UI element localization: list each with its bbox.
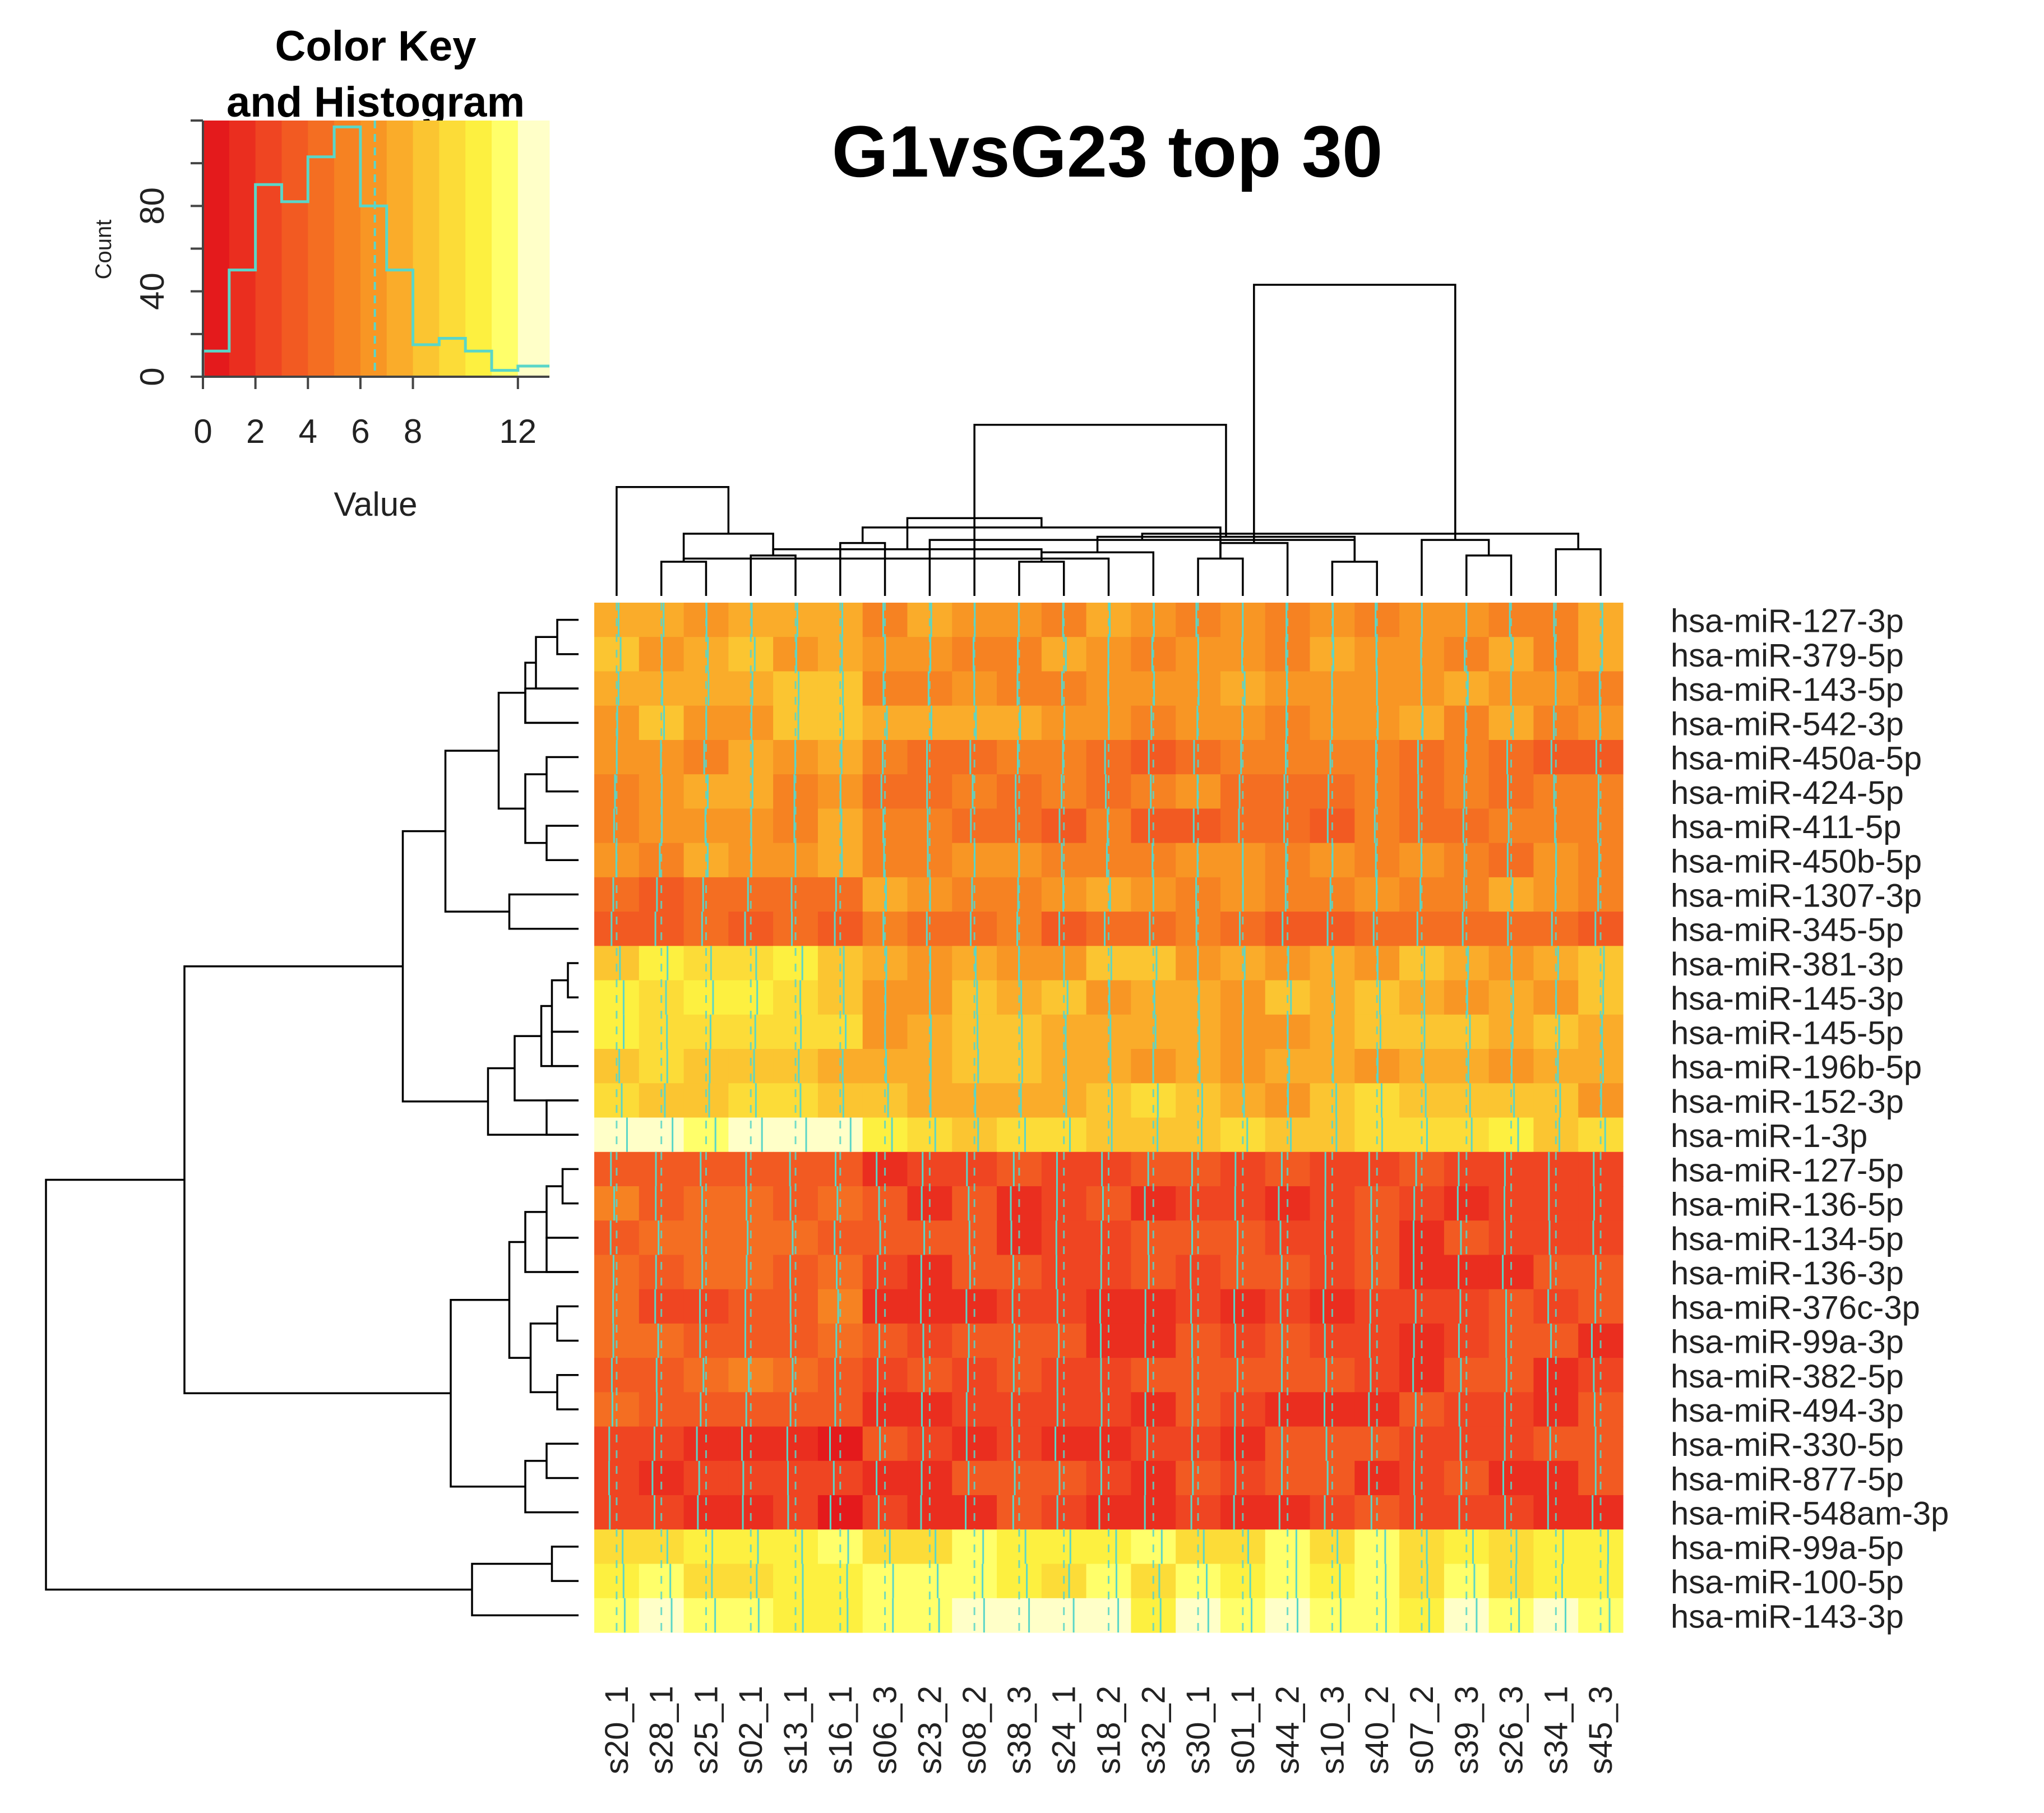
row-label: hsa-miR-376c-3p (1671, 1289, 1920, 1326)
color-key-x-tick-label: 8 (404, 413, 422, 450)
row-label: hsa-miR-494-3p (1671, 1393, 1904, 1429)
column-label: s16_1 (822, 1686, 859, 1774)
color-key-x-tick-label: 12 (499, 413, 537, 450)
color-key-band (465, 121, 492, 377)
color-key-title-line1: Color Key (275, 22, 477, 70)
row-label: hsa-miR-877-5p (1671, 1461, 1904, 1497)
column-dendrogram-branch (1141, 533, 1579, 549)
histogram-line (201, 125, 549, 377)
column-label: s07_2 (1404, 1686, 1440, 1774)
column-label: s30_1 (1180, 1686, 1217, 1774)
color-key-band (439, 121, 466, 377)
row-label: hsa-miR-143-3p (1671, 1598, 1904, 1635)
color-key-y-tick-label: 40 (133, 272, 171, 310)
row-label: hsa-miR-1307-3p (1671, 877, 1922, 914)
color-key-ylabel: Count (91, 220, 116, 280)
row-label: hsa-miR-127-3p (1671, 603, 1904, 640)
row-label: hsa-miR-450a-5p (1671, 741, 1922, 777)
trace-lines (608, 603, 1611, 1632)
color-key-xlabel: Value (334, 485, 417, 523)
color-key-band (492, 121, 519, 377)
row-label: hsa-miR-542-3p (1671, 706, 1904, 742)
row-label: hsa-miR-99a-3p (1671, 1324, 1904, 1361)
color-key-y-tick-label: 0 (133, 367, 171, 386)
color-key-band (255, 121, 282, 377)
column-label: s23_2 (912, 1686, 948, 1774)
color-key-band (203, 121, 230, 377)
row-label: hsa-miR-382-5p (1671, 1358, 1904, 1395)
row-label: hsa-miR-100-5p (1671, 1564, 1904, 1601)
row-label: hsa-miR-411-5p (1671, 809, 1902, 845)
column-label: s40_2 (1359, 1686, 1395, 1774)
color-key-band (281, 121, 308, 377)
column-label: s18_2 (1091, 1686, 1127, 1774)
row-label: hsa-miR-424-5p (1671, 775, 1904, 811)
color-key-band (517, 121, 550, 377)
column-label: s45_3 (1583, 1686, 1619, 1774)
row-label: hsa-miR-381-3p (1671, 946, 1904, 983)
row-label: hsa-miR-345-5p (1671, 912, 1904, 949)
color-key-x-tick-label: 2 (246, 413, 265, 450)
heatmap-cells (594, 603, 1624, 1633)
column-label: s13_1 (778, 1686, 814, 1774)
row-label: hsa-miR-379-5p (1671, 637, 1904, 674)
row-label: hsa-miR-145-3p (1671, 980, 1904, 1017)
column-label: s20_1 (599, 1686, 635, 1774)
row-dendrogram-branch (45, 1178, 472, 1591)
column-dendrogram-branch (1253, 284, 1456, 543)
column-dendrogram-branch (973, 424, 1227, 596)
column-label: s24_1 (1046, 1686, 1083, 1774)
column-dendrogram-branch (616, 486, 730, 596)
row-label: hsa-miR-136-3p (1671, 1255, 1904, 1292)
color-key-band (334, 121, 361, 377)
row-label: hsa-miR-143-5p (1671, 672, 1904, 708)
column-label: s02_1 (733, 1686, 769, 1774)
row-label: hsa-miR-99a-5p (1671, 1530, 1904, 1566)
row-label: hsa-miR-196b-5p (1671, 1049, 1922, 1086)
column-label: s28_1 (644, 1686, 680, 1774)
row-label: hsa-miR-136-5p (1671, 1187, 1904, 1223)
row-label: hsa-miR-330-5p (1671, 1427, 1904, 1463)
column-label: s34_1 (1538, 1686, 1574, 1774)
color-key-y-tick-label: 80 (133, 187, 171, 225)
color-key-x-tick-label: 6 (351, 413, 369, 450)
row-labels: hsa-miR-127-3phsa-miR-379-5phsa-miR-143-… (1671, 603, 1949, 1635)
column-label: s26_3 (1493, 1686, 1530, 1774)
chart-title: G1vsG23 top 30 (832, 110, 1383, 192)
column-labels: s20_1 s28_1 s25_1 s02_1 s13_1 s16_1 s06_3 s23_2… (599, 1686, 1619, 1774)
color-key-band (413, 121, 440, 377)
row-label: hsa-miR-134-5p (1671, 1221, 1904, 1257)
column-label: s38_3 (1001, 1686, 1038, 1774)
column-label: s25_1 (688, 1686, 724, 1774)
column-label: s06_3 (867, 1686, 904, 1774)
row-dendrogram (45, 618, 579, 1617)
row-label: hsa-miR-450b-5p (1671, 843, 1922, 880)
color-key-x-tick-label: 0 (193, 413, 212, 450)
row-label: hsa-miR-145-5p (1671, 1015, 1904, 1051)
color-key-histogram (201, 121, 549, 377)
row-label: hsa-miR-152-3p (1671, 1084, 1904, 1120)
color-key-x-tick-label: 4 (299, 413, 317, 450)
column-label: s08_2 (956, 1686, 993, 1774)
row-label: hsa-miR-548am-3p (1671, 1496, 1949, 1532)
color-key-band (229, 121, 256, 377)
color-key-band (360, 121, 387, 377)
column-dendrogram (616, 284, 1602, 596)
color-key-title-line2: and Histogram (226, 78, 525, 126)
color-key-band (386, 121, 414, 377)
row-label: hsa-miR-127-5p (1671, 1152, 1904, 1188)
color-key-band (308, 121, 335, 377)
row-label: hsa-miR-1-3p (1671, 1118, 1867, 1154)
column-label: s01_1 (1225, 1686, 1261, 1774)
column-label: s44_2 (1270, 1686, 1306, 1774)
column-label: s32_2 (1135, 1686, 1172, 1774)
color-key-palette (203, 121, 550, 377)
column-label: s39_3 (1449, 1686, 1485, 1774)
column-label: s10_3 (1314, 1686, 1351, 1774)
